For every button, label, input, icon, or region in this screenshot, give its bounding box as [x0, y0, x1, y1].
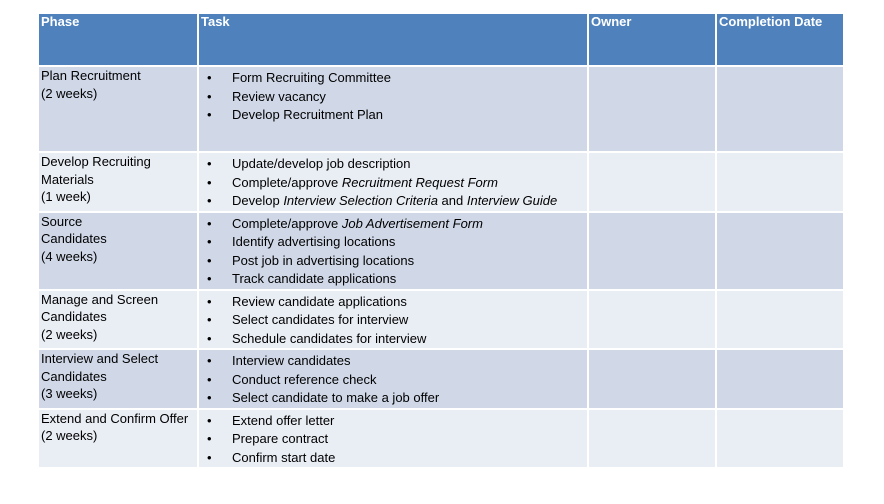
owner-cell[interactable] [589, 350, 717, 410]
table-row: Interview and Select Candidates (3 weeks… [39, 350, 843, 410]
table-row: Manage and Screen Candidates (2 weeks) R… [39, 290, 843, 350]
phase-name: Plan Recruitment [41, 68, 141, 83]
phase-cell: Plan Recruitment (2 weeks) [39, 67, 199, 153]
completion-date-cell[interactable] [717, 67, 843, 153]
phase-name: Source [41, 213, 83, 229]
table-row: Plan Recruitment (2 weeks) Form Recruiti… [39, 67, 843, 153]
task-cell: Review candidate applications Select can… [199, 290, 589, 350]
table-header-row: Phase Task Owner Completion Date [39, 14, 843, 67]
task-item: Update/develop job description [207, 155, 587, 174]
task-item: Confirm start date [207, 449, 587, 468]
task-item: Select candidate to make a job offer [207, 389, 587, 408]
task-cell: Form Recruiting Committee Review vacancy… [199, 67, 589, 153]
task-item: Form Recruiting Committee [207, 69, 587, 88]
task-item: Post job in advertising locations [207, 252, 587, 271]
header-task: Task [199, 14, 589, 67]
completion-date-cell[interactable] [717, 409, 843, 469]
table-row: Source Candidates (4 weeks) Complete/app… [39, 212, 843, 291]
phase-name: Extend and Confirm Offer [41, 410, 189, 426]
phase-duration: (1 week) [41, 189, 91, 204]
completion-date-cell[interactable] [717, 212, 843, 291]
phase-name: Manage and Screen [41, 291, 159, 307]
task-item: Develop Recruitment Plan [207, 106, 587, 125]
task-item: Complete/approve Recruitment Request For… [207, 174, 587, 193]
header-phase: Phase [39, 14, 199, 67]
task-item: Complete/approve Job Advertisement Form [207, 215, 587, 234]
task-cell: Extend offer letter Prepare contract Con… [199, 409, 589, 469]
phase-name-cont: Candidates [41, 231, 107, 246]
phase-name: Develop Recruiting [41, 154, 151, 169]
header-owner: Owner [589, 14, 717, 67]
phase-cell: Extend and Confirm Offer (2 weeks) [39, 409, 199, 469]
task-cell: Update/develop job description Complete/… [199, 153, 589, 213]
task-item: Schedule candidates for interview [207, 330, 587, 349]
phase-duration: (4 weeks) [41, 248, 98, 264]
owner-cell[interactable] [589, 290, 717, 350]
task-item: Prepare contract [207, 430, 587, 449]
phase-name-cont: Candidates [41, 368, 107, 384]
phase-cell: Manage and Screen Candidates (2 weeks) [39, 290, 199, 350]
table-row: Extend and Confirm Offer (2 weeks) Exten… [39, 409, 843, 469]
task-item: Interview candidates [207, 352, 587, 371]
task-item: Select candidates for interview [207, 311, 587, 330]
task-cell: Interview candidates Conduct reference c… [199, 350, 589, 410]
task-item: Extend offer letter [207, 412, 587, 431]
header-completion-date: Completion Date [717, 14, 843, 67]
owner-cell[interactable] [589, 153, 717, 213]
completion-date-cell[interactable] [717, 153, 843, 213]
task-item: Conduct reference check [207, 371, 587, 390]
phase-duration: (2 weeks) [41, 326, 98, 342]
task-item: Track candidate applications [207, 270, 587, 289]
owner-cell[interactable] [589, 409, 717, 469]
task-item: Review vacancy [207, 88, 587, 107]
phase-name: Interview and Select [41, 351, 159, 366]
completion-date-cell[interactable] [717, 350, 843, 410]
owner-cell[interactable] [589, 212, 717, 291]
phase-duration: (2 weeks) [41, 428, 98, 443]
recruitment-plan-table: Phase Task Owner Completion Date Plan Re… [39, 14, 843, 469]
phase-cell: Interview and Select Candidates (3 weeks… [39, 350, 199, 410]
owner-cell[interactable] [589, 67, 717, 153]
phase-cell: Develop Recruiting Materials (1 week) [39, 153, 199, 213]
phase-name-cont: Materials [41, 171, 94, 187]
phase-duration: (2 weeks) [41, 85, 98, 101]
phase-name-cont: Candidates [41, 309, 107, 324]
phase-duration: (3 weeks) [41, 386, 98, 401]
task-cell: Complete/approve Job Advertisement Form … [199, 212, 589, 291]
task-item: Review candidate applications [207, 293, 587, 312]
phase-cell: Source Candidates (4 weeks) [39, 212, 199, 291]
task-item: Identify advertising locations [207, 233, 587, 252]
table-row: Develop Recruiting Materials (1 week) Up… [39, 153, 843, 213]
task-item: Develop Interview Selection Criteria and… [207, 192, 587, 211]
completion-date-cell[interactable] [717, 290, 843, 350]
